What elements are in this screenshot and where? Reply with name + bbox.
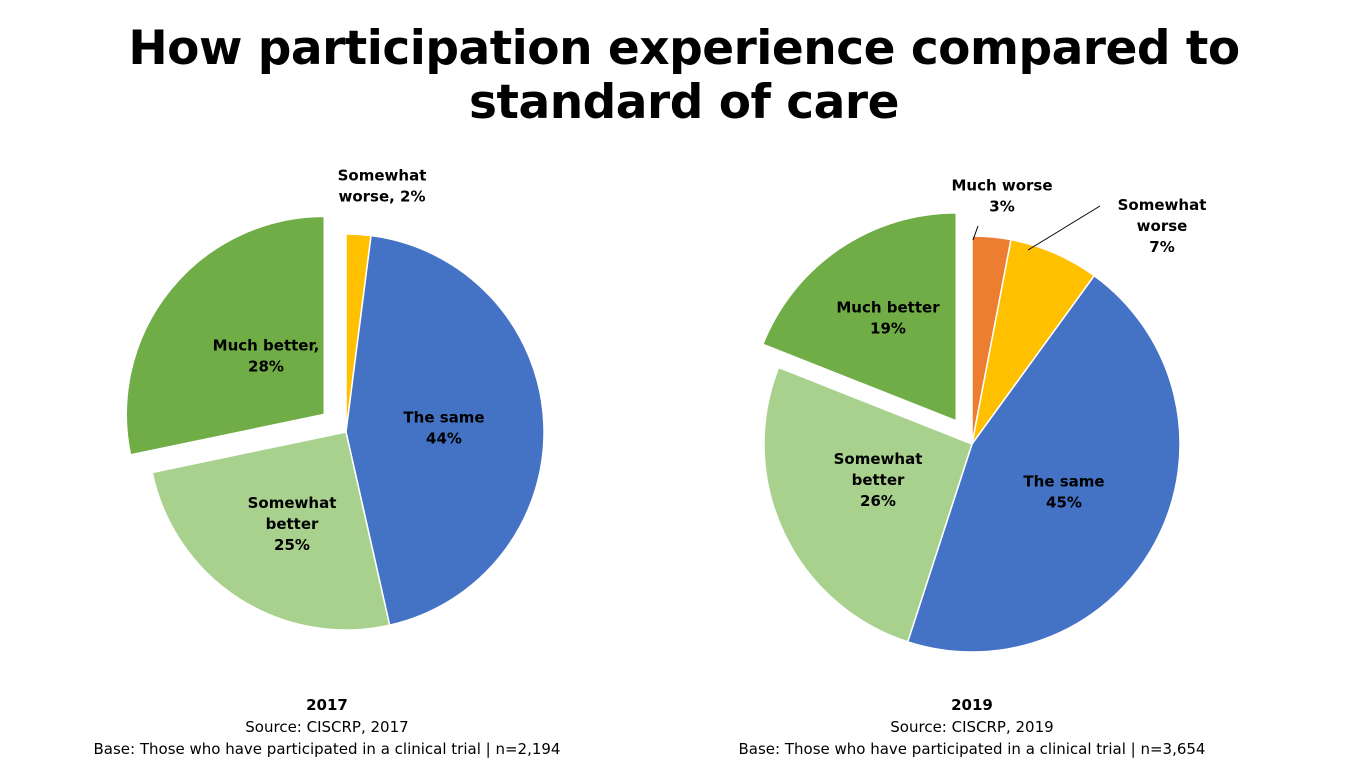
data-label-2019-somewhat-better: Somewhat better 26% (834, 450, 923, 510)
pie-slice-2017-somewhat-better (151, 431, 391, 631)
data-label-2017-the-same-line-2: 44% (426, 430, 462, 448)
data-label-2017-the-same-line-1: The same (403, 409, 484, 427)
source-note-2019: Source: CISCRP, 2019 (890, 718, 1054, 736)
data-label-2019-much-worse: Much worse 3% (951, 177, 1052, 216)
data-label-2017-somewhat-better-line-1: Somewhat (248, 494, 337, 512)
data-label-2017-somewhat-better-line-3: 25% (274, 536, 310, 554)
pie-slice-2017-the-same (345, 234, 545, 627)
data-label-2019-somewhat-worse: Somewhat worse 7% (1118, 196, 1207, 256)
data-label-2019-much-worse-line-1: Much worse (951, 177, 1052, 195)
data-label-2019-somewhat-better-line-3: 26% (860, 492, 896, 510)
data-label-2017-much-better-line-1: Much better, (213, 337, 320, 355)
data-label-2019-the-same-line-1: The same (1023, 473, 1104, 491)
pie-slice-2017-much-better (125, 215, 326, 456)
data-label-2019-much-better-line-1: Much better (836, 299, 940, 317)
data-label-2019-the-same: The same 45% (1023, 473, 1104, 512)
data-label-2019-much-worse-line-2: 3% (989, 198, 1014, 216)
pie-slice-2019-much-better (761, 212, 958, 422)
chart-footer-2017: 2017 Source: CISCRP, 2017 Base: Those wh… (7, 694, 647, 760)
data-label-2017-much-better-line-2: 28% (248, 358, 284, 376)
base-note-2017: Base: Those who have participated in a c… (93, 740, 561, 758)
data-label-2019-the-same-line-2: 45% (1046, 494, 1082, 512)
data-label-2019-somewhat-better-line-1: Somewhat (834, 450, 923, 468)
pie-chart-2019: Much worse 3% Somewhat worse 7% The same 45% So… (761, 177, 1207, 653)
data-label-2017-somewhat-worse: Somewhat worse, 2% (338, 167, 427, 206)
base-note-2019: Base: Those who have participated in a c… (738, 740, 1206, 758)
data-label-2017-somewhat-better: Somewhat better 25% (248, 494, 337, 554)
data-label-2017-somewhat-better-line-2: better (266, 515, 319, 533)
chart-title-2017: 2017 (306, 696, 348, 714)
data-label-2017-the-same: The same 44% (403, 409, 484, 448)
page-title-line-1: How participation experience compared to (128, 21, 1240, 76)
data-label-2019-somewhat-worse-line-2: worse (1137, 217, 1188, 235)
data-label-2019-somewhat-worse-line-1: Somewhat (1118, 196, 1207, 214)
data-label-2019-much-better: Much better 19% (836, 299, 940, 338)
pie-slice-2019-the-same (906, 274, 1181, 653)
page-title-line-2: standard of care (469, 75, 899, 130)
leader-line-2019-somewhat-worse (1027, 205, 1101, 251)
chart-footer-2019: 2019 Source: CISCRP, 2019 Base: Those wh… (652, 694, 1292, 760)
pie-slice-2019-somewhat-better (763, 366, 973, 643)
data-label-2017-somewhat-worse-line-1: Somewhat (338, 167, 427, 185)
data-label-2019-much-better-line-2: 19% (870, 320, 906, 338)
source-note-2017: Source: CISCRP, 2017 (245, 718, 409, 736)
pie-chart-2017: Somewhat worse, 2% The same 44% Somewhat bett… (125, 167, 545, 631)
data-label-2017-somewhat-worse-line-2: worse, 2% (338, 188, 425, 206)
data-label-2019-somewhat-better-line-2: better (852, 471, 905, 489)
leader-line-2019-much-worse (972, 225, 979, 241)
data-label-2017-much-better: Much better, 28% (213, 337, 320, 376)
data-label-2019-somewhat-worse-line-3: 7% (1149, 238, 1174, 256)
chart-title-2019: 2019 (951, 696, 993, 714)
page-title: How participation experience compared to… (0, 22, 1368, 130)
